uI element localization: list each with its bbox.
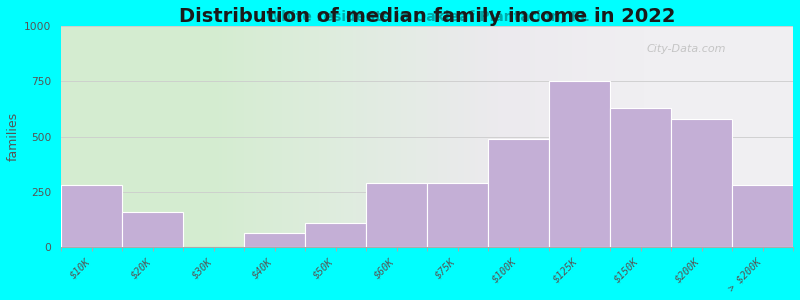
Bar bbox=[244, 233, 305, 247]
Text: City-Data.com: City-Data.com bbox=[646, 44, 726, 54]
Bar bbox=[488, 139, 549, 247]
Bar bbox=[732, 185, 793, 247]
Bar bbox=[366, 183, 427, 247]
Bar bbox=[610, 108, 671, 247]
Text: White residents in Oakleaf Plantation, FL: White residents in Oakleaf Plantation, F… bbox=[266, 10, 589, 24]
Bar bbox=[671, 119, 732, 247]
Y-axis label: families: families bbox=[7, 112, 20, 161]
Bar bbox=[305, 223, 366, 247]
Bar bbox=[122, 212, 183, 247]
Bar bbox=[427, 183, 488, 247]
Bar bbox=[549, 81, 610, 247]
Bar bbox=[62, 185, 122, 247]
Title: Distribution of median family income in 2022: Distribution of median family income in … bbox=[179, 7, 675, 26]
